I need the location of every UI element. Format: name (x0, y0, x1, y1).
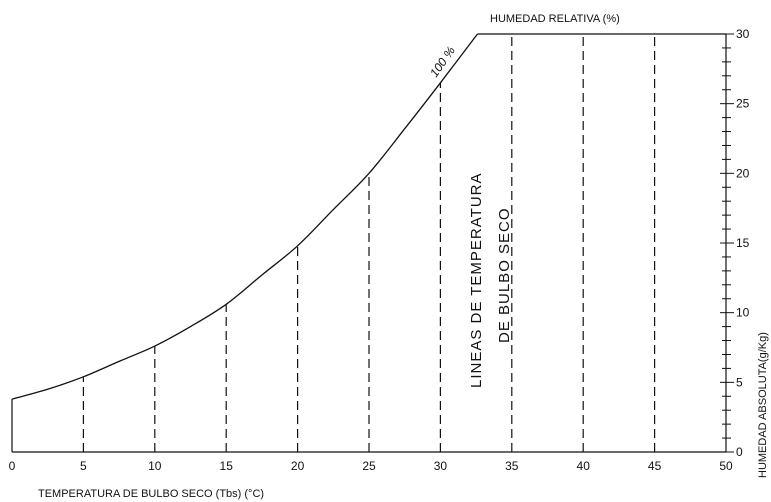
saturation-curve (11, 33, 479, 400)
x-tick-label: 50 (719, 459, 733, 473)
x-tick-label: 40 (577, 459, 591, 473)
saturation-curve-label: 100 % (427, 44, 458, 80)
y-axis-label: HUMEDAD ABSOLUTA(g/Kg) (757, 332, 769, 478)
x-tick-label: 10 (148, 459, 162, 473)
x-tick-label: 35 (505, 459, 519, 473)
y-axis: 0 5 10 15 20 25 30 (720, 27, 750, 459)
x-tick-label: 45 (648, 459, 662, 473)
y-tick-label: 20 (736, 166, 750, 180)
y-tick-label: 5 (736, 375, 743, 389)
top-axis-label: HUMEDAD RELATIVA (%) (490, 13, 620, 25)
lines-label-2: DE BULBO SECO (496, 207, 513, 343)
x-tick-label: 5 (80, 459, 87, 473)
x-axis-label: TEMPERATURA DE BULBO SECO (Tbs) (°C) (38, 488, 264, 500)
lines-label-1: LINEAS DE TEMPERATURA (468, 173, 485, 389)
x-tick-label: 25 (362, 459, 376, 473)
x-axis: 0 5 10 15 20 25 30 35 40 45 50 (9, 399, 733, 473)
x-tick-label: 0 (9, 459, 16, 473)
dry-bulb-lines (82, 34, 656, 452)
y-tick-label: 25 (736, 97, 750, 111)
annotations: HUMEDAD RELATIVA (%) TEMPERATURA DE BULB… (38, 13, 769, 500)
saturation-curve-group (11, 33, 726, 400)
x-tick-label: 20 (291, 459, 305, 473)
x-tick-label: 15 (220, 459, 234, 473)
y-tick-label: 15 (736, 236, 750, 250)
y-tick-label: 30 (736, 27, 750, 41)
y-tick-label: 10 (736, 306, 750, 320)
x-tick-label: 30 (434, 459, 448, 473)
y-tick-label: 0 (736, 445, 743, 459)
